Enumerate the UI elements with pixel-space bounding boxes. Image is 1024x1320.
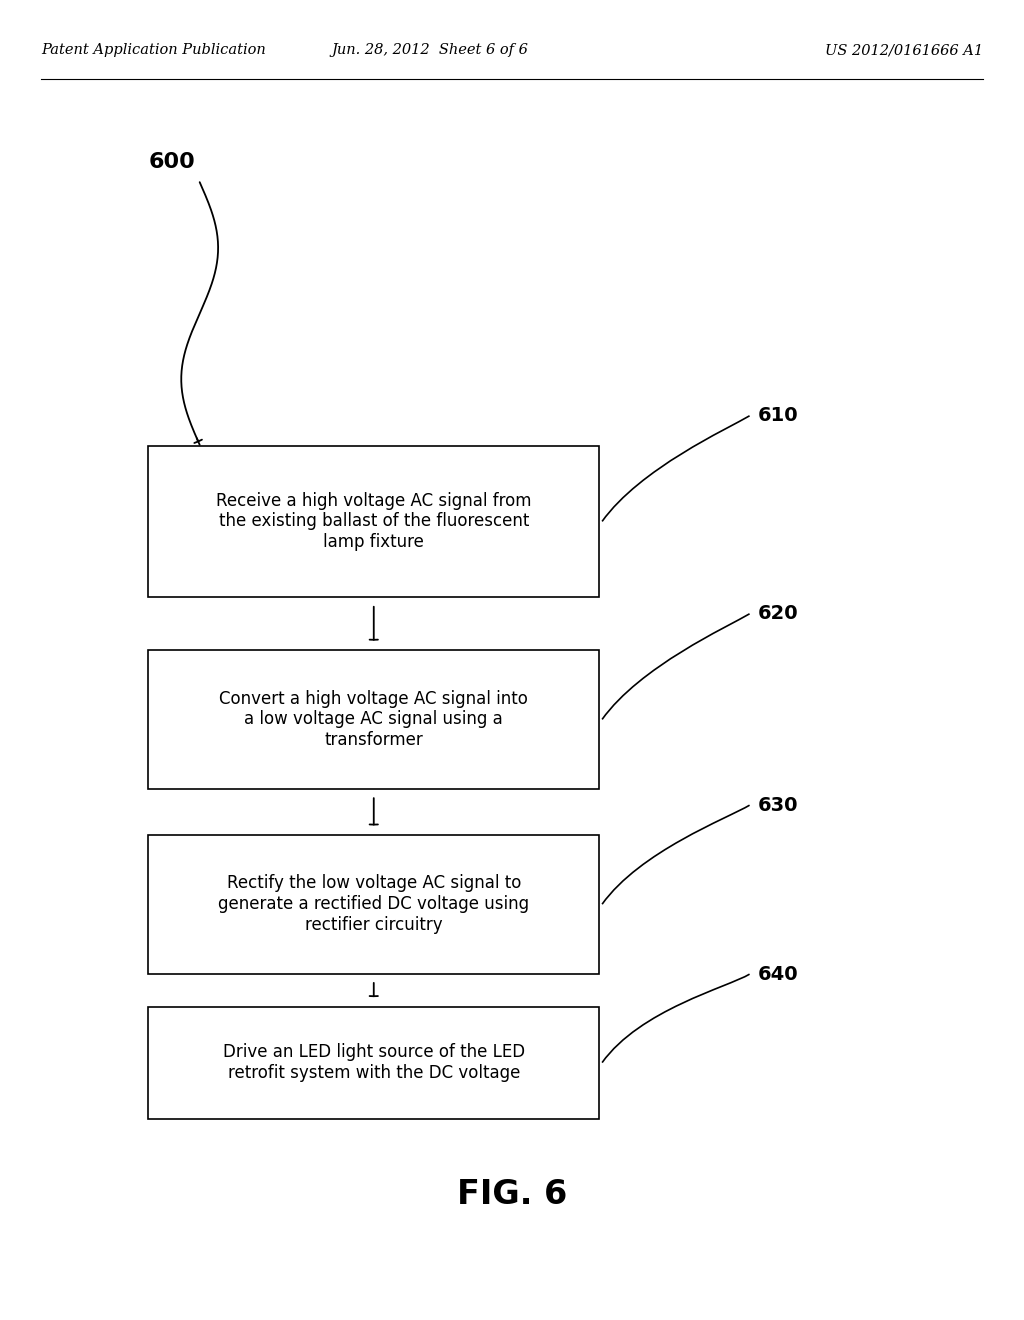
Text: 630: 630: [758, 796, 799, 814]
Text: 610: 610: [758, 407, 799, 425]
FancyBboxPatch shape: [148, 446, 599, 597]
Text: Drive an LED light source of the LED
retrofit system with the DC voltage: Drive an LED light source of the LED ret…: [222, 1043, 525, 1082]
Text: Jun. 28, 2012  Sheet 6 of 6: Jun. 28, 2012 Sheet 6 of 6: [332, 44, 528, 57]
Text: 600: 600: [148, 152, 196, 172]
Text: Patent Application Publication: Patent Application Publication: [41, 44, 265, 57]
Text: US 2012/0161666 A1: US 2012/0161666 A1: [825, 44, 983, 57]
Text: Convert a high voltage AC signal into
a low voltage AC signal using a
transforme: Convert a high voltage AC signal into a …: [219, 689, 528, 750]
Text: FIG. 6: FIG. 6: [457, 1177, 567, 1212]
Text: 620: 620: [758, 605, 799, 623]
Text: Rectify the low voltage AC signal to
generate a rectified DC voltage using
recti: Rectify the low voltage AC signal to gen…: [218, 874, 529, 935]
FancyBboxPatch shape: [148, 836, 599, 974]
Text: 640: 640: [758, 965, 799, 983]
FancyBboxPatch shape: [148, 649, 599, 788]
Text: Receive a high voltage AC signal from
the existing ballast of the fluorescent
la: Receive a high voltage AC signal from th…: [216, 491, 531, 552]
FancyBboxPatch shape: [148, 1006, 599, 1119]
